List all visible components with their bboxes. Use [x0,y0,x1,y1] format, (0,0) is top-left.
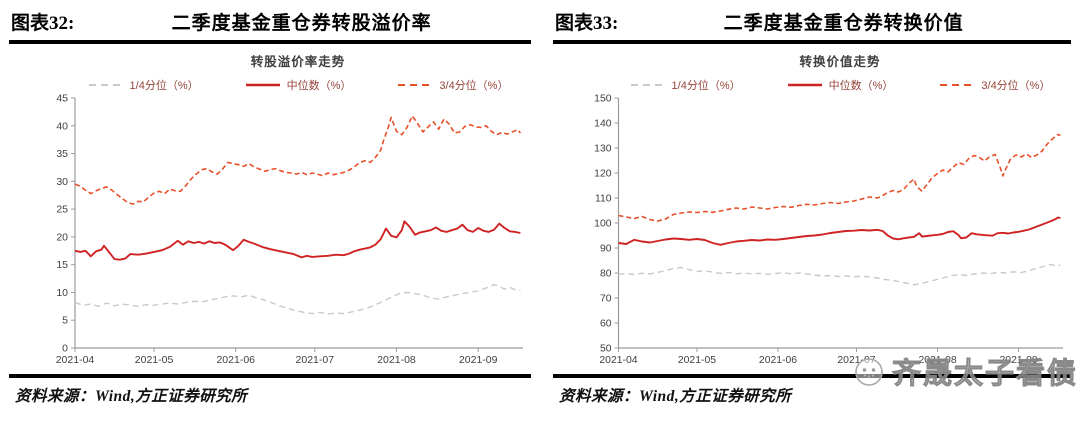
legend-line-swatch-icon [398,84,433,86]
legend-label: 中位数（%） [286,80,352,92]
svg-text:35: 35 [56,148,68,160]
figure-label: 图表33: [555,13,619,34]
figure-footer: 资料来源：Wind,方正证券研究所 [553,374,1071,406]
series-line [74,220,521,261]
chart-legend: 1/4分位（%） 中位数（%） 3/4分位（%） [9,76,531,94]
svg-text:150: 150 [594,94,612,105]
svg-text:50: 50 [600,343,612,354]
legend-label: 1/4分位（%） [129,80,199,92]
svg-text:30: 30 [56,176,68,188]
svg-text:2021-07: 2021-07 [837,355,875,366]
svg-text:5: 5 [62,315,68,327]
svg-text:25: 25 [56,204,68,216]
series-line [618,216,1061,246]
svg-text:80: 80 [600,268,612,279]
svg-text:2021-09: 2021-09 [459,354,498,366]
svg-text:110: 110 [595,193,612,204]
chart-subtitle: 转换价值走势 [799,55,881,69]
svg-text:140: 140 [594,118,612,129]
svg-text:70: 70 [600,293,612,304]
legend-item: 3/4分位（%） [939,77,1050,93]
svg-text:60: 60 [600,318,612,329]
svg-text:2021-06: 2021-06 [759,355,797,366]
legend-item: 3/4分位（%） [397,77,508,93]
svg-text:20: 20 [56,231,68,243]
figure-header: 图表33: 二季度基金重仓券转换价值 [553,6,1071,44]
svg-text:2021-07: 2021-07 [296,354,335,366]
source-note: 资料来源：Wind,方正证券研究所 [15,388,248,405]
svg-text:120: 120 [594,168,612,179]
series-line [618,133,1061,222]
svg-text:0: 0 [62,343,68,355]
svg-text:2021-08: 2021-08 [918,355,956,366]
svg-text:100: 100 [594,218,612,229]
line-chart: 0 5 10 15 20 25 30 35 40 45 2021-04 2021-05 2021-06 2… [56,94,523,366]
legend-label: 中位数（%） [828,80,894,92]
legend-item: 1/4分位（%） [630,77,741,93]
legend-line-swatch-icon [630,84,665,86]
chart-legend: 1/4分位（%） 中位数（%） 3/4分位（%） [553,76,1071,94]
line-chart: 50 60 70 80 90 100 110 120 130 140 150 2021-04 2021-… [594,94,1064,366]
series-line [618,263,1061,286]
svg-text:15: 15 [56,259,68,271]
svg-text:2021-04: 2021-04 [56,354,95,366]
svg-text:130: 130 [594,143,612,154]
svg-text:40: 40 [56,120,68,132]
svg-text:2021-09: 2021-09 [1000,355,1038,366]
source-note: 资料来源：Wind,方正证券研究所 [559,388,792,405]
legend-item: 1/4分位（%） [88,77,199,93]
legend-line-swatch-icon [88,84,123,86]
legend-line-swatch-icon [245,83,280,87]
svg-text:90: 90 [600,243,612,254]
chart-subtitle: 转股溢价率走势 [250,55,346,69]
svg-text:2021-05: 2021-05 [135,354,174,366]
figure-title: 二季度基金重仓券转换价值 [723,13,964,34]
figure-panel-33: 图表33: 二季度基金重仓券转换价值 转换价值走势 1/4分位（%） 中位数（%）… [553,6,1071,423]
legend-item: 中位数（%） [245,77,352,93]
series-line [74,284,521,315]
legend-line-swatch-icon [787,83,822,87]
legend-item: 中位数（%） [787,77,894,93]
svg-text:2021-08: 2021-08 [377,354,416,366]
svg-text:45: 45 [56,94,68,105]
svg-text:10: 10 [56,287,68,299]
figure-footer: 资料来源：Wind,方正证券研究所 [9,374,531,406]
svg-text:2021-06: 2021-06 [216,354,255,366]
figure-title: 二季度基金重仓券转股溢价率 [171,13,432,34]
legend-line-swatch-icon [940,84,975,86]
svg-text:2021-05: 2021-05 [678,355,716,366]
svg-text:2021-04: 2021-04 [599,355,637,366]
figure-header: 图表32: 二季度基金重仓券转股溢价率 [9,6,531,44]
legend-label: 3/4分位（%） [439,80,509,92]
figure-label: 图表32: [11,13,75,34]
figure-panel-32: 图表32: 二季度基金重仓券转股溢价率 转股溢价率走势 1/4分位（%） 中位数（… [9,6,531,423]
legend-label: 3/4分位（%） [981,80,1051,92]
legend-label: 1/4分位（%） [671,80,741,92]
series-line [74,115,522,205]
